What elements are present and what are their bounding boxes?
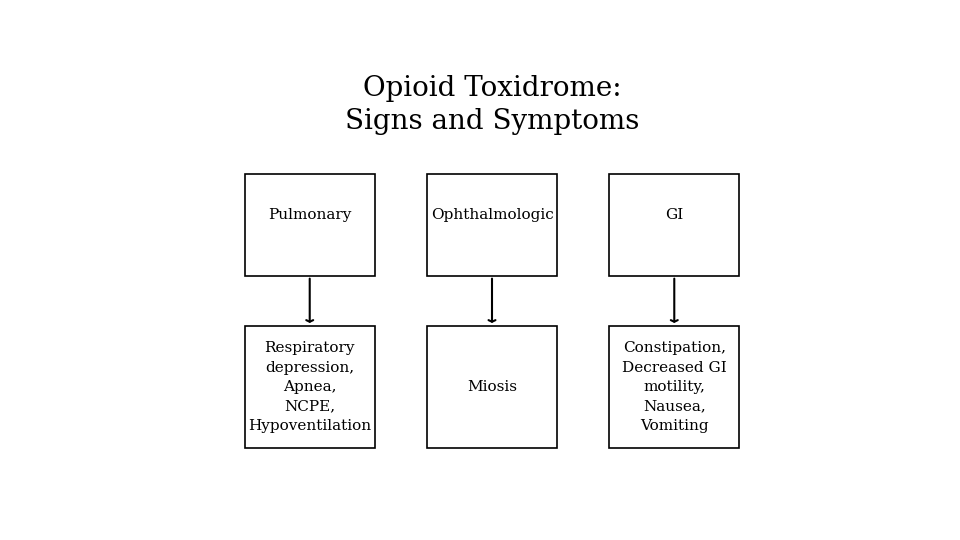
Bar [610, 174, 739, 276]
Bar [610, 326, 739, 448]
Text: Respiratory
depression,
Apnea,
NCPE,
Hypoventilation: Respiratory depression, Apnea, NCPE, Hyp… [248, 341, 372, 433]
Bar [245, 174, 374, 276]
Bar [427, 326, 557, 448]
Text: Ophthalmologic: Ophthalmologic [431, 208, 553, 222]
Text: Constipation,
Decreased GI
motility,
Nausea,
Vomiting: Constipation, Decreased GI motility, Nau… [622, 341, 727, 433]
Text: Opioid Toxidrome:
Signs and Symptoms: Opioid Toxidrome: Signs and Symptoms [345, 75, 639, 136]
Text: Pulmonary: Pulmonary [268, 208, 351, 222]
Bar [427, 174, 557, 276]
Text: GI: GI [665, 208, 684, 222]
Bar [245, 326, 374, 448]
Text: Miosis: Miosis [467, 380, 517, 394]
